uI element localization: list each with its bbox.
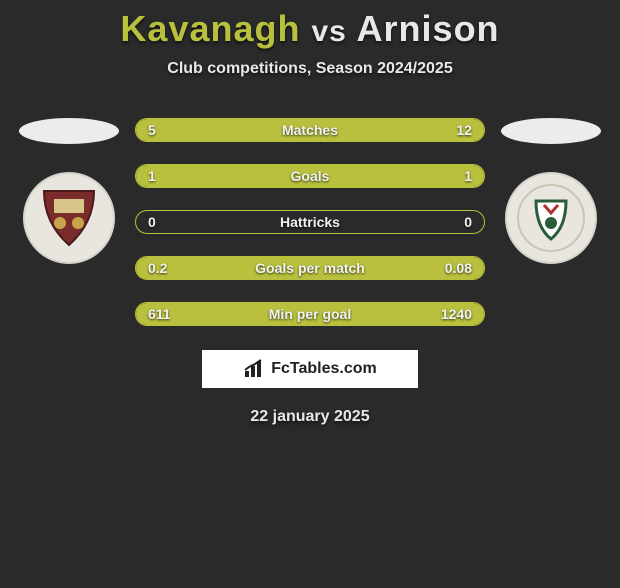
stat-left-value: 5 bbox=[148, 122, 156, 138]
footer-date: 22 january 2025 bbox=[0, 408, 620, 426]
comparison-title: Kavanagh vs Arnison bbox=[0, 8, 620, 50]
right-badge-column bbox=[501, 118, 601, 264]
vs-text: vs bbox=[312, 15, 347, 48]
stat-bar: 0.2 Goals per match 0.08 bbox=[135, 256, 485, 280]
right-club-crest bbox=[505, 172, 597, 264]
stat-label: Goals bbox=[291, 168, 330, 184]
stat-left-value: 611 bbox=[148, 306, 171, 322]
brand-badge[interactable]: FcTables.com bbox=[202, 350, 418, 388]
subtitle: Club competitions, Season 2024/2025 bbox=[0, 60, 620, 78]
stat-left-value: 1 bbox=[148, 168, 156, 184]
player-left-name: Kavanagh bbox=[120, 8, 300, 49]
stat-left-value: 0 bbox=[148, 214, 156, 230]
stat-label: Goals per match bbox=[255, 260, 365, 276]
brand-text: FcTables.com bbox=[271, 360, 377, 378]
left-ellipse bbox=[19, 118, 119, 144]
left-badge-column bbox=[19, 118, 119, 264]
left-club-crest bbox=[23, 172, 115, 264]
stat-label: Min per goal bbox=[269, 306, 351, 322]
chart-icon bbox=[243, 359, 265, 379]
shield-icon-right bbox=[516, 183, 586, 253]
bar-fill-left bbox=[136, 165, 310, 187]
stat-label: Matches bbox=[282, 122, 338, 138]
stats-bars: 5 Matches 12 1 Goals 1 0 Hattricks 0 0.2… bbox=[135, 118, 485, 326]
stat-bar: 5 Matches 12 bbox=[135, 118, 485, 142]
stat-right-value: 1 bbox=[464, 168, 472, 184]
bar-fill-right bbox=[237, 119, 484, 141]
stat-right-value: 0 bbox=[464, 214, 472, 230]
stat-label: Hattricks bbox=[280, 214, 340, 230]
player-right-name: Arnison bbox=[357, 8, 500, 49]
stat-bar: 0 Hattricks 0 bbox=[135, 210, 485, 234]
content-row: 5 Matches 12 1 Goals 1 0 Hattricks 0 0.2… bbox=[0, 118, 620, 326]
stat-left-value: 0.2 bbox=[148, 260, 167, 276]
stat-bar: 611 Min per goal 1240 bbox=[135, 302, 485, 326]
stat-bar: 1 Goals 1 bbox=[135, 164, 485, 188]
stat-right-value: 0.08 bbox=[445, 260, 472, 276]
right-ellipse bbox=[501, 118, 601, 144]
stat-right-value: 1240 bbox=[441, 306, 472, 322]
shield-icon-left bbox=[34, 183, 104, 253]
stat-right-value: 12 bbox=[456, 122, 472, 138]
bar-fill-right bbox=[310, 165, 484, 187]
